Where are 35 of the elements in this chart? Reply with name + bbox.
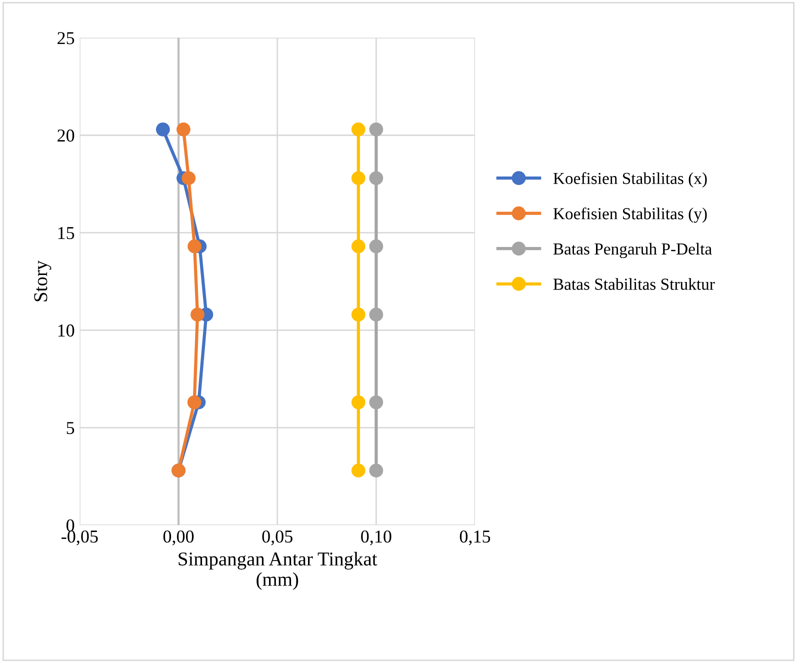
legend-label: Batas Pengaruh P-Delta [553,242,712,258]
y-tick-label: 0 [66,519,74,532]
y-tick-label: 20 [58,130,74,142]
point [351,308,366,322]
x-axis-title: Simpangan Antar Tingkat (mm) [178,552,378,590]
point [351,122,366,136]
y-axis-title: Story [34,260,52,302]
point [190,308,204,322]
point [351,171,366,186]
y-tick-label: 5 [66,422,74,434]
point [369,171,384,186]
y-tick-label: 10 [58,324,74,337]
point [369,239,384,254]
point [369,122,384,136]
point [369,308,384,322]
point [187,395,202,410]
point [176,122,190,136]
point [369,395,384,410]
x-tick-label: 0,05 [262,530,292,546]
x-tick-label: 0,10 [361,530,392,546]
point [369,464,384,478]
x-tick-label: 0,00 [163,530,194,546]
y-tick-label: 15 [58,227,74,240]
y-tick-label: 25 [58,32,74,44]
point [351,464,366,478]
point [351,239,366,254]
legend-label: Batas Stabilitas Struktur [553,278,715,290]
point [182,171,196,186]
x-tick-label: -0,05 [62,530,98,546]
point [188,239,202,254]
point [351,395,366,410]
legend-label: Koefisien Stabilitas (x) [553,172,707,188]
x-tick-label: 0,15 [460,530,490,546]
legend-label: Koefisien Stabilitas (y) [553,207,707,223]
point [156,122,170,136]
